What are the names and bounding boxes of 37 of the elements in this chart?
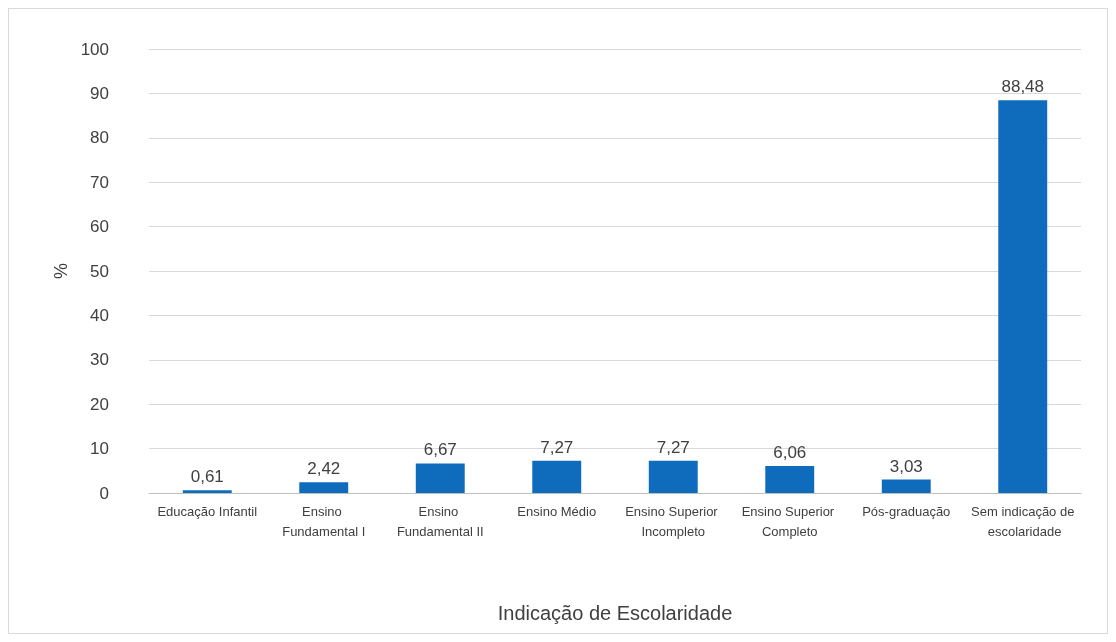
x-tick-label: Ensino Superior Incompleto [625, 503, 722, 539]
bar [881, 479, 931, 493]
data-label: 7,27 [656, 437, 690, 457]
y-tick-label: 10 [90, 439, 109, 459]
bar [765, 466, 815, 493]
x-tick-label: Sem indicação de escolaridade [971, 503, 1075, 539]
y-tick-label: 50 [90, 261, 109, 281]
bar [182, 490, 232, 493]
data-label: 88,48 [1001, 77, 1045, 97]
data-label: 6,06 [773, 443, 807, 463]
x-tick-label: Ensino Fundamental I [282, 503, 366, 539]
x-tick-label: Pós-graduação [862, 503, 951, 519]
y-tick-label: 70 [90, 172, 109, 192]
bar [998, 100, 1048, 493]
data-label: 6,67 [423, 440, 457, 460]
x-tick-label: Ensino Superior Completo [741, 503, 838, 539]
y-tick-label: 60 [90, 217, 109, 237]
y-tick-label: 20 [90, 394, 109, 414]
bar [415, 463, 465, 493]
bar [532, 460, 582, 493]
data-label: 3,03 [889, 456, 923, 476]
y-tick-label: 80 [90, 128, 109, 148]
data-label: 2,42 [307, 459, 341, 479]
y-axis-title: % [50, 262, 71, 280]
y-tick-label: 30 [90, 350, 109, 370]
x-tick-label: Educação Infantil [157, 503, 258, 519]
y-tick-label: 100 [80, 39, 109, 59]
y-tick-label: 0 [99, 483, 109, 503]
y-tick-label: 90 [90, 83, 109, 103]
bar [299, 482, 349, 493]
data-label: 7,27 [540, 437, 574, 457]
x-axis-title: Indicação de Escolaridade [497, 602, 733, 624]
x-tick-label: Ensino Médio [517, 503, 597, 519]
data-label: 0,61 [190, 467, 224, 487]
x-tick-label: Ensino Fundamental II [396, 503, 484, 539]
bar [648, 460, 698, 493]
y-tick-label: 40 [90, 305, 109, 325]
